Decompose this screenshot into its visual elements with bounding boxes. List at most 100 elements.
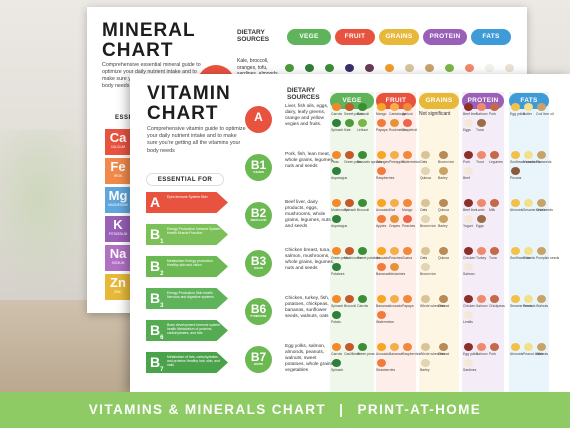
food-image: [445, 64, 454, 72]
food-label: Pumpkin seeds: [536, 256, 560, 260]
vitamin-chart-sheet: VITAMIN CHART Comprehensive vitamin guid…: [130, 74, 570, 392]
food-label: Nectarines: [389, 272, 406, 276]
food-label: Barley: [438, 176, 448, 180]
benefit-text: Eyes Immune System Skin: [167, 195, 208, 199]
food-label: Sardines: [463, 368, 477, 372]
vitamin-header-grains: GRAINS: [419, 93, 459, 109]
food-image: [365, 64, 374, 72]
food-label: Sunflower seeds: [510, 160, 536, 164]
banner-separator: |: [339, 402, 345, 417]
food-image: [358, 151, 367, 159]
food-label: Pecans: [510, 176, 522, 180]
food-image: [490, 295, 499, 303]
food-image: [377, 103, 386, 111]
food-label: Papaya: [376, 128, 388, 132]
food-label: Green peas: [344, 160, 362, 164]
bottom-banner: VITAMINS & MINERALS CHART | PRINT-AT-HOM…: [0, 392, 570, 428]
vitamin-circle: B6 PYRIDOXINE: [245, 298, 272, 325]
food-label: Guava: [402, 256, 412, 260]
food-image: [390, 215, 399, 223]
food-image: [385, 64, 394, 72]
food-label: Trout: [476, 160, 484, 164]
food-image: [421, 359, 430, 367]
food-label: Rockmelon: [389, 128, 406, 132]
food-label: Grapefruit: [402, 128, 418, 132]
food-image: [464, 199, 473, 207]
benefit-arrow: B3 Energy Production Skin health Nervous …: [146, 288, 228, 309]
food-label: Oats: [438, 352, 446, 356]
mineral-header-vege: VEGE: [287, 29, 331, 45]
vitamin-row-sources: Egg yolks, salmon, almonds, peanuts, wal…: [285, 344, 335, 373]
benefit-text: Metabolism Energy production Healthy ski…: [167, 259, 213, 268]
food-label: Mushrooms: [331, 208, 349, 212]
food-label: Broccoli: [357, 208, 370, 212]
food-label: Brussels sprouts: [357, 160, 383, 164]
food-label: Chia: [523, 256, 530, 260]
food-image: [485, 64, 494, 72]
food-label: Peanut butter: [523, 352, 544, 356]
arrow-shape: [146, 224, 228, 245]
vitamin-header-sources: DIETARY SOURCES: [287, 87, 320, 101]
benefit-letter-main: B: [150, 226, 161, 242]
food-image: [477, 119, 486, 127]
benefit-letter-sub: 2: [160, 270, 164, 277]
vitamin-circle: B7 BIOTIN: [245, 346, 272, 373]
food-image: [537, 295, 546, 303]
vitamin-row-sources: Chicken, turkey, fish, potatoes, chickpe…: [285, 296, 330, 319]
benefit-letter-sub: 3: [160, 302, 164, 309]
food-label: Oats: [438, 304, 446, 308]
not-significant-label: Not significant: [419, 111, 451, 117]
food-label: Spinach: [331, 128, 344, 132]
food-image: [377, 151, 386, 159]
food-image: [390, 103, 399, 111]
food-label: Brown rice: [420, 272, 437, 276]
food-image: [390, 263, 399, 271]
food-image: [403, 119, 412, 127]
food-image: [464, 311, 473, 319]
mineral-name: CALCIUM: [110, 145, 126, 149]
food-image: [390, 151, 399, 159]
food-image: [505, 64, 514, 72]
vitamin-label: B6: [250, 302, 267, 316]
food-image: [358, 247, 367, 255]
mineral-header-grains: GRAINS: [379, 29, 419, 45]
vitamin-name: PYRIDOXINE: [250, 315, 267, 318]
mineral-symbol: Mg: [108, 188, 128, 203]
food-image: [377, 263, 386, 271]
food-image: [439, 343, 448, 351]
food-image: [332, 167, 341, 175]
food-image: [477, 199, 486, 207]
food-image: [537, 343, 546, 351]
food-label: Raspberries: [402, 352, 421, 356]
benefit-letter-sub: 7: [160, 366, 164, 373]
food-image: [403, 215, 412, 223]
vitamin-label: B2: [250, 206, 267, 220]
food-label: Salmon: [476, 112, 488, 116]
food-image: [345, 151, 354, 159]
food-image: [464, 359, 473, 367]
mineral-tile: Fe IRON: [105, 158, 131, 184]
food-label: Asparagus: [331, 224, 348, 228]
food-image: [358, 295, 367, 303]
food-image: [403, 343, 412, 351]
food-image: [332, 295, 341, 303]
food-label: Bananas: [376, 304, 390, 308]
mineral-tile: Zn ZINC: [105, 274, 131, 300]
column-tint: [419, 92, 459, 392]
mineral-table-header: DIETARY SOURCES VEGE FRUIT GRAINS PROTEI…: [237, 29, 522, 51]
food-label: Butter: [523, 112, 533, 116]
food-image: [511, 167, 520, 175]
food-label: Whole wheat bread: [420, 304, 450, 308]
food-image: [305, 64, 314, 72]
food-label: Strawberries: [376, 368, 396, 372]
food-label: Almonds: [510, 208, 524, 212]
food-label: Green peas: [331, 256, 349, 260]
food-label: Pineapple: [389, 160, 405, 164]
mineral-header-protein: PROTEIN: [423, 29, 467, 45]
food-image: [345, 295, 354, 303]
food-label: Avocado: [376, 256, 390, 260]
food-image: [332, 311, 341, 319]
benefit-letter-main: B: [150, 258, 161, 274]
food-label: Carrots: [357, 304, 369, 308]
food-image: [537, 247, 546, 255]
